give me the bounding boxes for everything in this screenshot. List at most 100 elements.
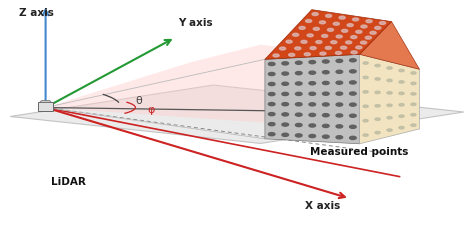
Circle shape xyxy=(333,23,339,26)
Circle shape xyxy=(295,72,302,75)
Circle shape xyxy=(282,93,289,96)
Polygon shape xyxy=(39,101,52,103)
Polygon shape xyxy=(265,11,392,60)
Circle shape xyxy=(399,104,404,107)
Circle shape xyxy=(289,54,295,57)
Text: Z axis: Z axis xyxy=(18,8,54,18)
Circle shape xyxy=(328,29,334,32)
Circle shape xyxy=(356,31,362,34)
Polygon shape xyxy=(38,103,53,111)
Circle shape xyxy=(363,134,368,137)
Circle shape xyxy=(399,70,404,72)
Circle shape xyxy=(342,30,348,33)
Circle shape xyxy=(346,42,352,45)
Text: φ: φ xyxy=(147,105,155,115)
Circle shape xyxy=(295,124,302,127)
Circle shape xyxy=(309,124,316,128)
Polygon shape xyxy=(46,45,417,126)
Circle shape xyxy=(340,47,346,50)
Circle shape xyxy=(295,114,302,117)
Circle shape xyxy=(349,104,356,107)
Circle shape xyxy=(331,42,337,45)
Circle shape xyxy=(387,117,392,119)
Circle shape xyxy=(309,103,316,106)
Circle shape xyxy=(399,115,404,118)
Circle shape xyxy=(351,52,357,54)
Circle shape xyxy=(309,135,316,138)
Circle shape xyxy=(380,22,386,25)
Circle shape xyxy=(363,106,368,108)
Circle shape xyxy=(268,63,275,66)
Text: θ: θ xyxy=(136,96,142,106)
Circle shape xyxy=(361,26,367,29)
Circle shape xyxy=(319,22,326,25)
Circle shape xyxy=(320,53,326,56)
Circle shape xyxy=(336,104,343,107)
Circle shape xyxy=(356,47,362,50)
Polygon shape xyxy=(360,55,419,144)
Circle shape xyxy=(375,105,380,108)
Circle shape xyxy=(336,36,342,39)
Circle shape xyxy=(387,92,392,95)
Circle shape xyxy=(365,37,372,40)
Circle shape xyxy=(322,61,329,64)
Circle shape xyxy=(295,62,302,65)
Circle shape xyxy=(282,103,289,106)
Circle shape xyxy=(282,83,289,86)
Circle shape xyxy=(375,65,380,68)
Circle shape xyxy=(363,77,368,79)
Circle shape xyxy=(268,73,275,76)
Circle shape xyxy=(316,41,322,44)
Circle shape xyxy=(268,83,275,86)
Circle shape xyxy=(411,114,416,117)
Polygon shape xyxy=(360,22,419,70)
Circle shape xyxy=(349,70,356,74)
Circle shape xyxy=(322,125,329,128)
Circle shape xyxy=(322,104,329,107)
Circle shape xyxy=(399,93,404,95)
Circle shape xyxy=(304,54,310,56)
Circle shape xyxy=(349,137,356,140)
Circle shape xyxy=(336,93,343,96)
Circle shape xyxy=(411,83,416,85)
Circle shape xyxy=(307,35,313,38)
Circle shape xyxy=(268,113,275,116)
Circle shape xyxy=(375,92,380,94)
Circle shape xyxy=(268,133,275,136)
Circle shape xyxy=(370,32,376,35)
Circle shape xyxy=(295,83,302,86)
Circle shape xyxy=(387,68,392,70)
Circle shape xyxy=(310,47,316,50)
Polygon shape xyxy=(265,55,360,144)
Circle shape xyxy=(295,48,301,51)
Circle shape xyxy=(312,14,318,16)
Circle shape xyxy=(309,114,316,117)
Circle shape xyxy=(322,135,329,139)
Circle shape xyxy=(268,103,275,106)
Circle shape xyxy=(349,92,356,96)
Circle shape xyxy=(313,28,319,31)
Circle shape xyxy=(282,63,289,66)
Circle shape xyxy=(363,120,368,122)
Circle shape xyxy=(282,113,289,117)
Circle shape xyxy=(268,123,275,126)
Polygon shape xyxy=(10,86,464,144)
Circle shape xyxy=(339,17,345,20)
Circle shape xyxy=(309,72,316,75)
Circle shape xyxy=(309,61,316,64)
Circle shape xyxy=(273,55,279,58)
Circle shape xyxy=(411,104,416,106)
Text: X axis: X axis xyxy=(305,200,340,210)
Circle shape xyxy=(322,35,328,38)
Circle shape xyxy=(351,36,357,39)
Text: LiDAR: LiDAR xyxy=(51,176,85,186)
Circle shape xyxy=(301,41,307,44)
Circle shape xyxy=(347,25,353,27)
Circle shape xyxy=(399,127,404,129)
Circle shape xyxy=(299,27,305,30)
Circle shape xyxy=(280,48,286,51)
Circle shape xyxy=(326,15,332,18)
Circle shape xyxy=(375,78,380,81)
Circle shape xyxy=(322,82,329,85)
Circle shape xyxy=(353,19,359,22)
